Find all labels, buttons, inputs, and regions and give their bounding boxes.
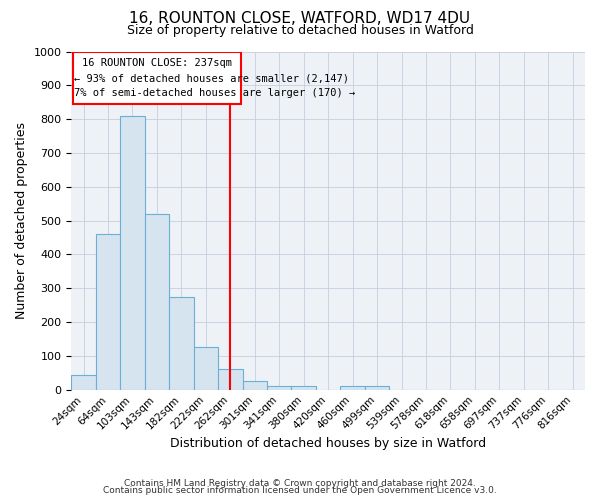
Bar bbox=[194, 348, 218, 390]
Bar bbox=[340, 386, 365, 390]
Y-axis label: Number of detached properties: Number of detached properties bbox=[15, 122, 28, 319]
Bar bbox=[218, 370, 242, 390]
Bar bbox=[267, 386, 292, 390]
Bar bbox=[292, 386, 316, 390]
Text: ← 93% of detached houses are smaller (2,147): ← 93% of detached houses are smaller (2,… bbox=[74, 74, 349, 84]
Bar bbox=[169, 296, 194, 390]
Bar bbox=[120, 116, 145, 390]
Text: Size of property relative to detached houses in Watford: Size of property relative to detached ho… bbox=[127, 24, 473, 37]
Text: 16, ROUNTON CLOSE, WATFORD, WD17 4DU: 16, ROUNTON CLOSE, WATFORD, WD17 4DU bbox=[130, 11, 470, 26]
Text: 7% of semi-detached houses are larger (170) →: 7% of semi-detached houses are larger (1… bbox=[74, 88, 355, 98]
FancyBboxPatch shape bbox=[73, 52, 241, 104]
Text: Contains HM Land Registry data © Crown copyright and database right 2024.: Contains HM Land Registry data © Crown c… bbox=[124, 478, 476, 488]
Bar bbox=[365, 386, 389, 390]
Bar bbox=[71, 374, 96, 390]
Text: 16 ROUNTON CLOSE: 237sqm: 16 ROUNTON CLOSE: 237sqm bbox=[82, 58, 232, 68]
Bar bbox=[96, 234, 120, 390]
Bar bbox=[145, 214, 169, 390]
Bar bbox=[242, 382, 267, 390]
X-axis label: Distribution of detached houses by size in Watford: Distribution of detached houses by size … bbox=[170, 437, 486, 450]
Text: Contains public sector information licensed under the Open Government Licence v3: Contains public sector information licen… bbox=[103, 486, 497, 495]
